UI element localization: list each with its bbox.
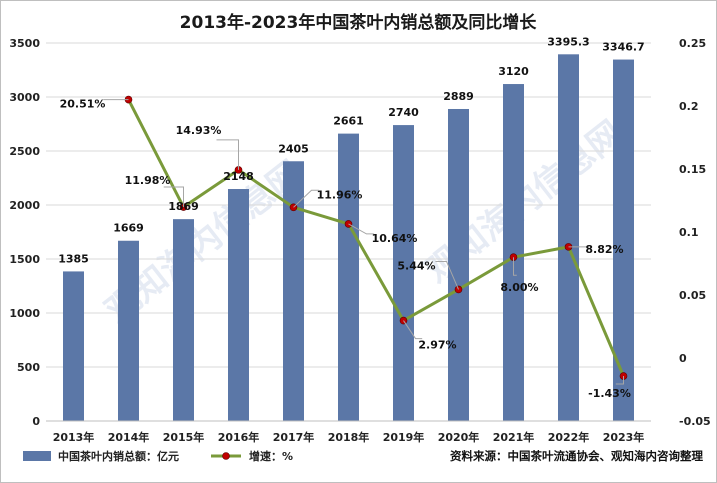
bar	[613, 59, 634, 422]
x-axis-tick-label: 2020年	[438, 430, 480, 444]
bar	[393, 125, 414, 421]
bar	[338, 133, 359, 421]
left-axis-tick-label: 3000	[9, 91, 40, 104]
growth-value-label: 11.98%	[125, 174, 171, 187]
left-axis-tick-label: 1500	[9, 253, 40, 266]
bar	[118, 240, 139, 421]
bar-value-label: 3395.3	[547, 35, 589, 48]
x-axis-tick-label: 2023年	[603, 430, 645, 444]
x-axis-tick-label: 2017年	[273, 430, 315, 444]
x-axis-tick-label: 2021年	[493, 430, 535, 444]
growth-value-label: 11.96%	[317, 188, 363, 201]
x-axis-tick-label: 2019年	[383, 430, 425, 444]
bar	[173, 219, 194, 421]
legend-swatch-bar	[23, 451, 51, 461]
left-axis-tick-label: 2000	[9, 199, 40, 212]
bar-value-label: 2405	[278, 142, 309, 155]
growth-value-label: 10.64%	[372, 232, 418, 245]
right-axis-tick-label: 0	[679, 352, 687, 365]
right-axis-tick-label: 0.25	[679, 37, 706, 50]
axes-layer: 0 500 1000 1500 2000 2500 3000 3500 -0.05 0 0.05 0.…	[9, 37, 710, 444]
x-axis-tick-label: 2013年	[53, 430, 95, 444]
growth-label-leader	[615, 376, 624, 385]
right-axis-tick-label: 0.2	[679, 100, 699, 113]
x-axis-tick-label: 2016年	[218, 430, 260, 444]
x-axis-tick-label: 2015年	[163, 430, 205, 444]
bar	[448, 108, 469, 421]
bar-value-label: 1385	[58, 252, 89, 265]
left-axis-tick-label: 0	[32, 415, 40, 428]
bar-value-label: 3120	[498, 65, 529, 78]
growth-label-leader	[403, 320, 423, 340]
labels-layer: 1385166918692148240526612740288931203395…	[58, 35, 645, 400]
legend-label-bar: 中国茶叶内销总额：亿元	[58, 449, 179, 463]
growth-label-leader	[216, 139, 239, 170]
growth-value-label: 14.93%	[176, 124, 222, 137]
bar-value-label: 2740	[388, 106, 419, 119]
right-axis-tick-label: 0.1	[679, 226, 699, 239]
growth-label-leader	[513, 257, 517, 276]
bars-layer	[63, 54, 634, 422]
source-note: 资料来源：中国茶叶流通协会、观知海内咨询整理	[450, 449, 703, 463]
x-axis-tick-label: 2022年	[548, 430, 590, 444]
growth-value-label: 5.44%	[397, 259, 435, 272]
chart-title: 2013年-2023年中国茶叶内销总额及同比增长	[180, 12, 538, 33]
bar-value-label: 2889	[443, 90, 474, 103]
growth-value-label: 8.82%	[585, 243, 623, 256]
bar	[228, 189, 249, 421]
left-axis-tick-label: 3500	[9, 37, 40, 50]
growth-label-leader	[348, 223, 374, 235]
growth-label-leader	[293, 189, 319, 208]
bar-value-label: 3346.7	[602, 41, 644, 54]
legend: 中国茶叶内销总额：亿元 增速：%	[23, 449, 293, 463]
left-axis-tick-label: 2500	[9, 145, 40, 158]
growth-value-label: -1.43%	[588, 387, 631, 400]
x-axis-tick-label: 2018年	[328, 430, 370, 444]
bar	[558, 54, 579, 422]
growth-label-leader	[163, 186, 184, 208]
growth-line	[127, 98, 625, 377]
bar-value-label: 1669	[113, 222, 144, 235]
growth-label-leader	[435, 260, 459, 290]
right-axis-tick-label: -0.05	[679, 415, 711, 428]
bar	[503, 84, 524, 421]
legend-label-line: 增速：%	[249, 449, 293, 463]
bar-value-label: 2661	[333, 115, 364, 128]
right-axis-tick-label: 0.05	[679, 289, 706, 302]
bar	[283, 161, 304, 421]
x-axis-tick-label: 2014年	[108, 430, 150, 444]
bar	[63, 271, 84, 421]
growth-value-label: 20.51%	[60, 98, 106, 111]
growth-value-label: 2.97%	[418, 339, 456, 352]
bar-value-label: 2148	[223, 170, 254, 183]
growth-value-label: 8.00%	[500, 281, 538, 294]
right-axis-tick-label: 0.15	[679, 163, 706, 176]
left-axis-tick-label: 1000	[9, 307, 40, 320]
left-axis-tick-label: 500	[17, 361, 40, 374]
legend-swatch-marker	[222, 452, 230, 460]
